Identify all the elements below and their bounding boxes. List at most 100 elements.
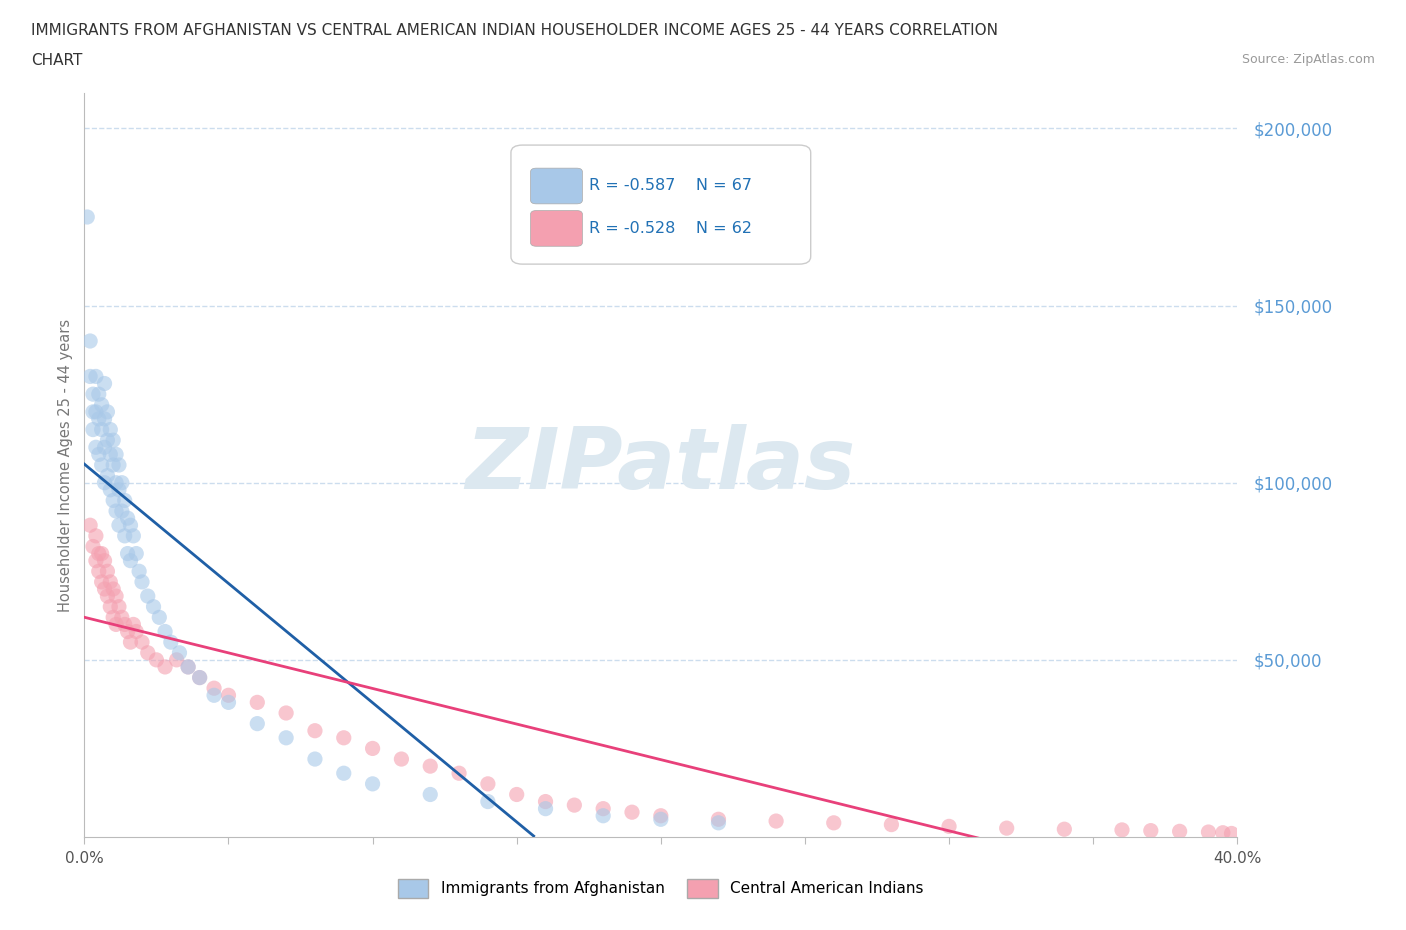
Point	[1111, 822, 1133, 837]
Point	[650, 812, 672, 827]
Point	[117, 624, 139, 639]
Point	[177, 659, 200, 674]
Point	[87, 411, 110, 426]
Point	[506, 787, 529, 802]
Point	[84, 405, 107, 419]
Point	[188, 671, 211, 685]
Point	[880, 817, 903, 832]
Point	[391, 751, 413, 766]
Point	[304, 751, 326, 766]
Point	[103, 581, 124, 596]
Point	[202, 681, 225, 696]
Point	[218, 688, 240, 703]
Point	[276, 706, 298, 721]
Point	[477, 777, 499, 791]
Point	[98, 422, 121, 437]
Point	[105, 447, 128, 462]
Point	[96, 589, 118, 604]
Point	[108, 599, 131, 614]
Point	[120, 518, 142, 533]
Point	[87, 564, 110, 578]
Point	[120, 553, 142, 568]
Y-axis label: Householder Income Ages 25 - 44 years: Householder Income Ages 25 - 44 years	[58, 318, 73, 612]
Point	[84, 369, 107, 384]
Point	[96, 405, 118, 419]
Point	[117, 511, 139, 525]
FancyBboxPatch shape	[530, 210, 582, 246]
Point	[995, 820, 1018, 835]
Point	[650, 808, 672, 823]
Point	[202, 688, 225, 703]
Point	[304, 724, 326, 738]
Point	[87, 447, 110, 462]
Point	[125, 546, 148, 561]
Point	[136, 589, 159, 604]
Point	[96, 564, 118, 578]
Point	[111, 504, 134, 519]
Point	[1140, 823, 1163, 838]
Point	[128, 564, 150, 578]
Point	[114, 617, 136, 631]
Point	[122, 617, 145, 631]
Text: CHART: CHART	[31, 53, 83, 68]
Point	[153, 624, 176, 639]
Point	[823, 816, 845, 830]
Point	[707, 816, 730, 830]
Point	[108, 483, 131, 498]
Point	[93, 581, 115, 596]
Point	[131, 575, 153, 590]
Point	[419, 759, 441, 774]
Point	[1220, 826, 1243, 841]
Point	[120, 634, 142, 649]
Point	[79, 369, 101, 384]
Point	[246, 716, 269, 731]
Point	[90, 546, 112, 561]
Point	[90, 397, 112, 412]
Point	[90, 458, 112, 472]
Point	[105, 589, 128, 604]
Point	[105, 617, 128, 631]
Point	[108, 518, 131, 533]
Point	[82, 405, 104, 419]
Point	[103, 458, 124, 472]
Point	[160, 634, 183, 649]
Point	[108, 458, 131, 472]
Point	[131, 634, 153, 649]
Point	[93, 440, 115, 455]
Point	[122, 528, 145, 543]
Point	[333, 765, 356, 780]
Point	[111, 610, 134, 625]
Point	[707, 812, 730, 827]
Point	[1053, 822, 1076, 837]
Text: IMMIGRANTS FROM AFGHANISTAN VS CENTRAL AMERICAN INDIAN HOUSEHOLDER INCOME AGES 2: IMMIGRANTS FROM AFGHANISTAN VS CENTRAL A…	[31, 23, 998, 38]
Point	[90, 575, 112, 590]
Point	[79, 518, 101, 533]
Point	[276, 730, 298, 745]
Point	[333, 730, 356, 745]
Point	[79, 334, 101, 349]
Point	[82, 387, 104, 402]
Point	[96, 432, 118, 447]
Point	[1212, 825, 1234, 840]
Point	[87, 546, 110, 561]
Point	[84, 528, 107, 543]
Point	[117, 546, 139, 561]
Point	[564, 798, 586, 813]
Point	[90, 422, 112, 437]
Point	[145, 653, 167, 668]
Text: ZIPatlas: ZIPatlas	[465, 423, 856, 507]
Point	[148, 610, 170, 625]
Point	[103, 610, 124, 625]
Point	[98, 447, 121, 462]
Point	[177, 659, 200, 674]
Point	[592, 802, 614, 817]
Point	[105, 504, 128, 519]
Point	[84, 553, 107, 568]
Point	[621, 804, 644, 819]
Point	[534, 802, 557, 817]
Text: R = -0.587    N = 67: R = -0.587 N = 67	[589, 179, 752, 193]
FancyBboxPatch shape	[530, 168, 582, 204]
Point	[98, 575, 121, 590]
Point	[1198, 825, 1220, 840]
Point	[82, 422, 104, 437]
